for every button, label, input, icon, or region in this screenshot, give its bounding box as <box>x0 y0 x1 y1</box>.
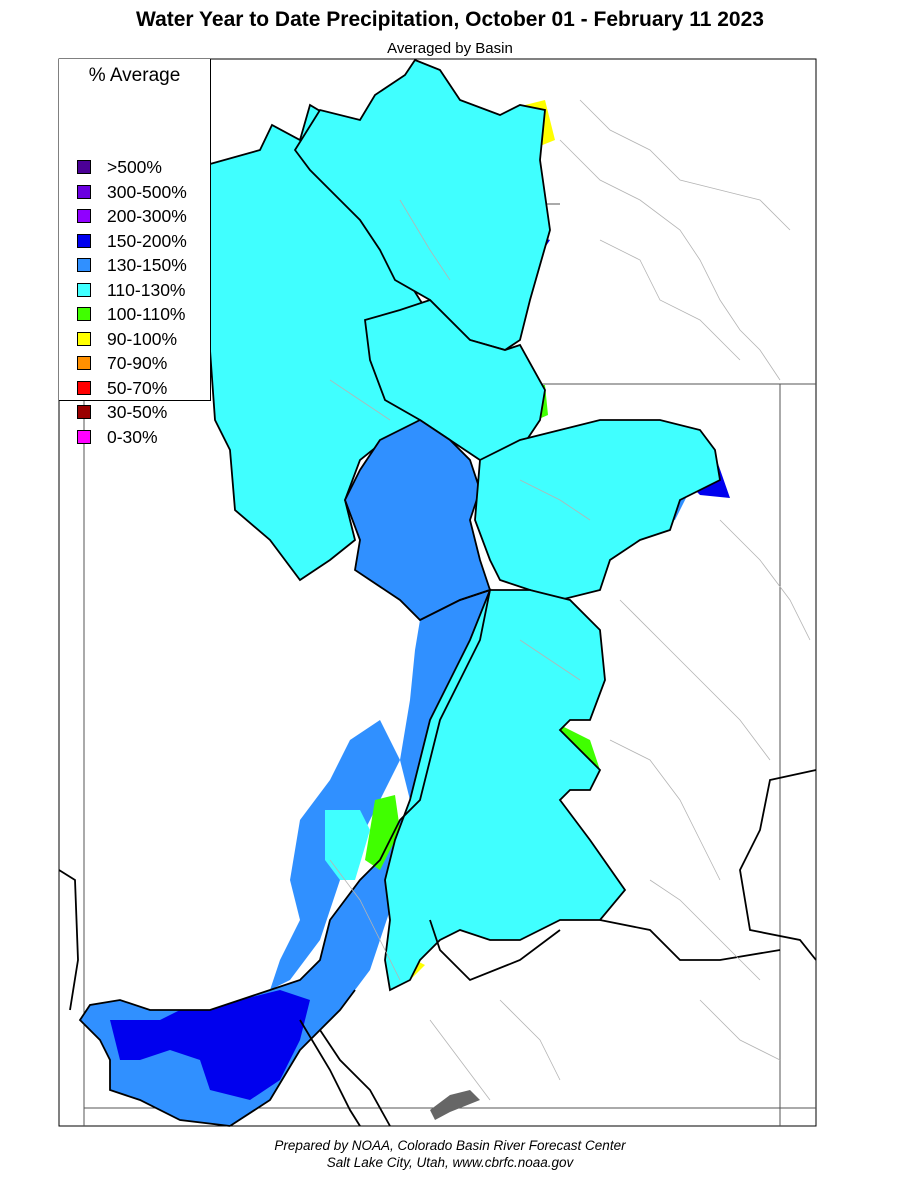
legend-item: 0-30% <box>77 426 158 448</box>
legend-swatch <box>77 209 91 223</box>
rivers <box>329 99 811 1101</box>
legend-swatch <box>77 405 91 419</box>
map-title: Water Year to Date Precipitation, Octobe… <box>136 8 764 31</box>
legend-label: 200-300% <box>107 205 187 226</box>
legend-label: 110-130% <box>107 279 186 300</box>
legend-item: >500% <box>77 156 162 178</box>
legend-label: 90-100% <box>107 328 178 349</box>
legend-item: 110-130% <box>77 279 186 301</box>
footer-line-1: Prepared by NOAA, Colorado Basin River F… <box>274 1138 626 1153</box>
legend-label: 100-110% <box>107 303 186 324</box>
legend-title: % Average <box>88 65 181 86</box>
map-subtitle: Averaged by Basin <box>387 40 513 57</box>
legend-swatch <box>77 430 91 444</box>
legend-label: >500% <box>107 156 162 177</box>
legend-label: 300-500% <box>107 181 187 202</box>
footer-credits: Prepared by NOAA, Colorado Basin River F… <box>0 1137 900 1171</box>
legend-swatch <box>77 332 91 346</box>
legend-item: 30-50% <box>77 401 167 423</box>
legend: % Average >500% 300-500% 200-300% 150-20… <box>59 59 211 447</box>
map-frame <box>58 58 817 1127</box>
zone-100-110-corridor <box>365 795 400 870</box>
legend-item: 200-300% <box>77 205 187 227</box>
legend-item: 70-90% <box>77 352 167 374</box>
legend-item: 150-200% <box>77 230 187 252</box>
legend-swatch <box>77 160 91 174</box>
legend-swatch <box>77 258 91 272</box>
basin-boundaries <box>58 59 817 1127</box>
zone-150-200-southwest <box>110 990 310 1100</box>
legend-item: 300-500% <box>77 181 187 203</box>
legend-swatch <box>77 283 91 297</box>
legend-swatch <box>77 381 91 395</box>
legend-item: 100-110% <box>77 303 186 325</box>
legend-item: 50-70% <box>77 377 167 399</box>
legend-item: 90-100% <box>77 328 177 350</box>
legend-item: 130-150% <box>77 254 187 276</box>
legend-label: 0-30% <box>107 426 158 447</box>
legend-label: 130-150% <box>107 254 187 275</box>
no-data-lake <box>430 1090 480 1120</box>
legend-label: 30-50% <box>107 401 168 422</box>
legend-swatch <box>77 356 91 370</box>
legend-swatch <box>77 307 91 321</box>
zone-110-130-corridor <box>325 810 370 880</box>
legend-label: 50-70% <box>107 377 168 398</box>
footer-line-2: Salt Lake City, Utah, www.cbrfc.noaa.gov <box>326 1155 574 1170</box>
legend-swatch <box>77 185 91 199</box>
legend-label: 70-90% <box>107 352 168 373</box>
legend-label: 150-200% <box>107 230 187 251</box>
legend-swatch <box>77 234 91 248</box>
